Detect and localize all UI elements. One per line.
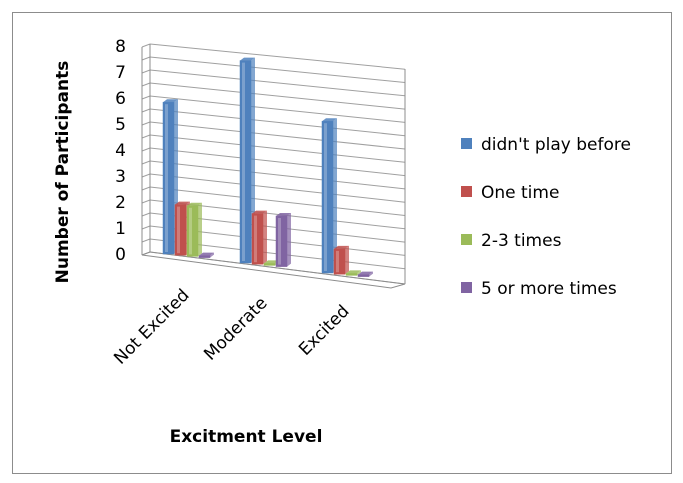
side-gridline [141,56,151,61]
gridline [149,108,406,137]
gridline [149,173,406,203]
side-gridline [141,134,151,139]
legend-swatch [461,234,472,245]
bar [198,252,214,258]
y-tick-label: 0 [115,245,126,265]
side-gridline [141,173,151,178]
legend-item: didn't play before [461,135,631,155]
floor [141,251,406,289]
gridline [149,147,406,177]
side-gridline [141,225,151,230]
x-axis-categories: Not Excited Moderate Excited [110,285,353,368]
gridline [149,95,406,123]
side-gridline [141,147,151,152]
bar [251,210,267,265]
legend-swatch [461,138,472,149]
side-gridline [141,121,151,126]
legend-item: 2-3 times [461,231,562,251]
legend-item: 5 or more times [461,279,617,299]
gridline [149,56,406,83]
side-gridline [141,69,151,74]
legend-label: One time [481,183,559,203]
gridline [149,160,406,190]
side-gridline [141,186,151,191]
y-axis-title: Number of Participants [53,61,73,284]
legend-swatch [461,186,472,197]
bar [275,213,291,267]
x-category-label: Not Excited [110,285,193,368]
y-tick-label: 1 [115,219,126,239]
side-gridline [141,82,151,87]
x-category-label: Moderate [200,293,271,364]
legend-label: 5 or more times [481,279,617,299]
y-tick-label: 5 [115,115,126,135]
gridline [149,43,406,70]
y-tick-label: 7 [115,63,126,83]
y-tick-label: 4 [115,141,126,161]
side-gridline [141,160,151,165]
bar [321,118,337,274]
x-axis-title: Excitment Level [170,427,323,447]
side-gridline [141,108,151,113]
gridline [149,134,406,163]
side-gridline [141,43,151,48]
legend-item: One time [461,183,559,203]
bars [162,57,373,277]
bar [345,270,361,276]
y-axis-ticks: 0 1 2 3 4 5 6 7 8 [115,37,126,265]
gridline [149,82,406,110]
legend-label: 2-3 times [481,231,562,251]
gridline [149,69,406,97]
legend-swatch [461,282,472,293]
bar [239,57,255,264]
gridline [149,121,406,150]
bar [357,271,373,277]
side-gridline [141,212,151,217]
y-tick-label: 6 [115,89,126,109]
y-tick-label: 3 [115,167,126,187]
bar [333,245,349,275]
legend: didn't play before One time 2-3 times 5 or … [461,135,631,299]
side-gridline [141,95,151,100]
side-gridline [141,199,151,204]
y-tick-label: 8 [115,37,126,57]
bar [186,202,202,257]
side-gridline [141,238,151,243]
legend-label: didn't play before [481,135,631,155]
y-tick-label: 2 [115,193,126,213]
gridline [149,186,406,216]
x-category-label: Excited [295,301,353,359]
